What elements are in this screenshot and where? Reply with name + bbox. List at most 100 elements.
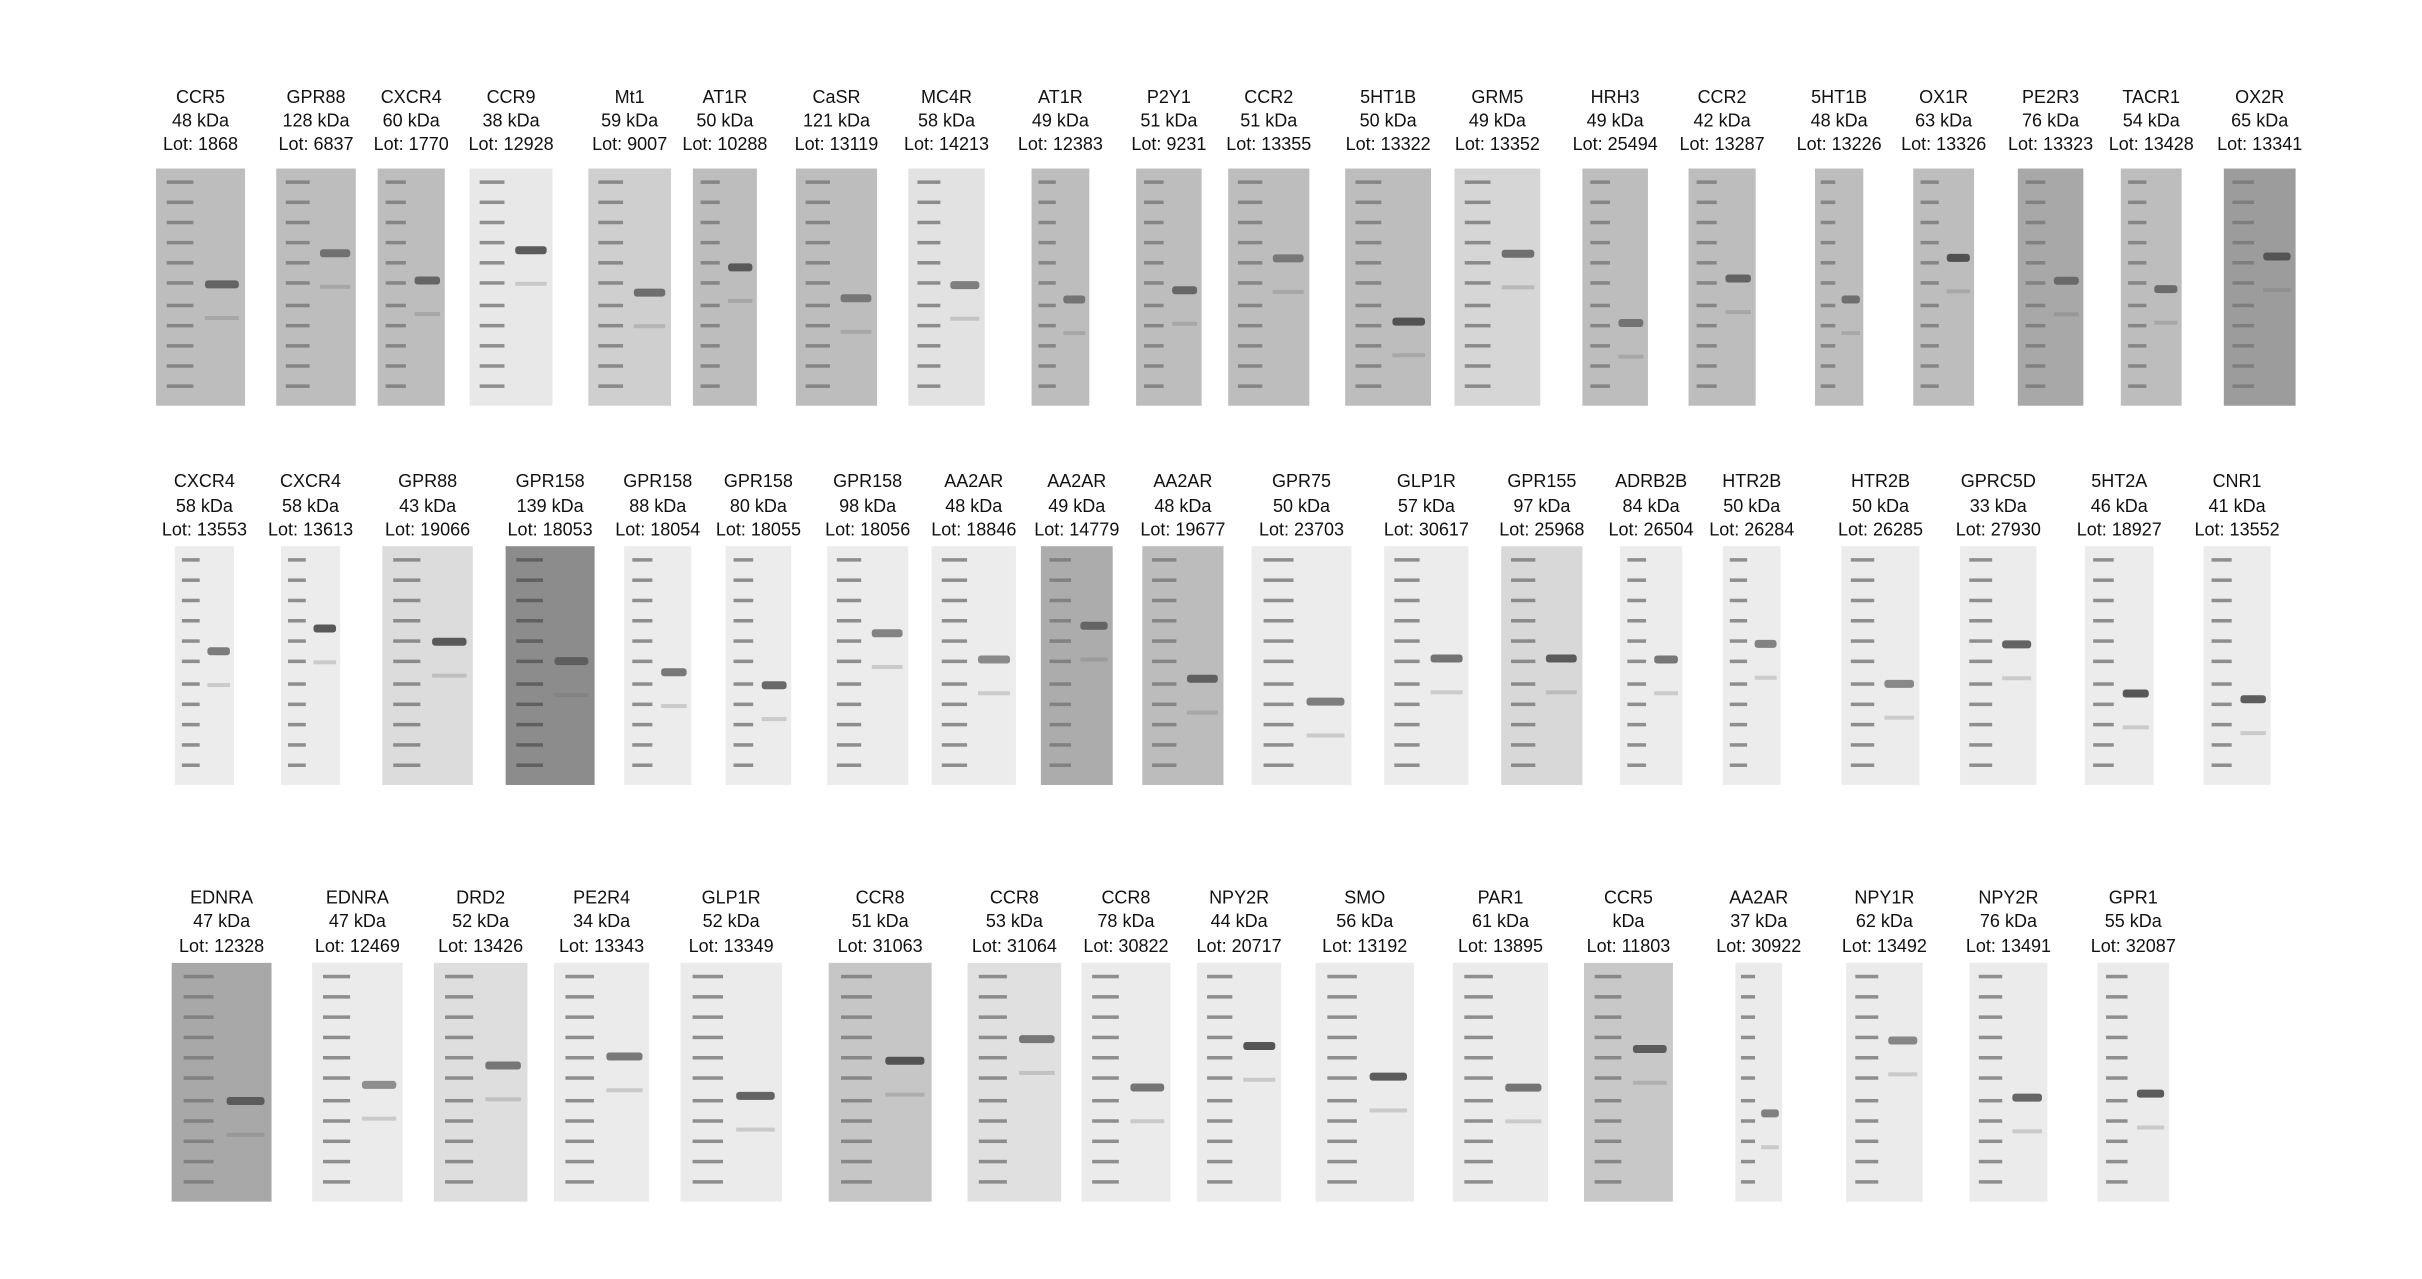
ladder-band [1969, 743, 1993, 747]
panel-label-lot: Lot: 9007 [592, 134, 667, 154]
ladder-band [2232, 344, 2254, 348]
ladder-band [941, 722, 968, 727]
ladder-band [1152, 578, 1177, 582]
ladder-band [1920, 200, 1939, 205]
panel-label-name: DRD2 [456, 888, 505, 908]
sample-band [1632, 1044, 1667, 1053]
gel-image [1452, 962, 1549, 1202]
ladder-band [166, 384, 194, 388]
ladder-band [1092, 1076, 1119, 1080]
ladder-band [1464, 1119, 1493, 1123]
ladder-band [479, 364, 505, 368]
ladder-band [836, 722, 862, 727]
ladder-band [479, 240, 505, 245]
ladder-band [285, 384, 310, 388]
panel-label-lot: Lot: 13613 [268, 519, 353, 539]
ladder-band [183, 1119, 214, 1123]
ladder-band [2025, 281, 2046, 285]
gel-image [1846, 962, 1923, 1202]
sample-band-faint [204, 315, 239, 320]
ladder-band [1464, 200, 1491, 205]
sample-band-faint [1186, 710, 1218, 715]
ladder-band [322, 1180, 351, 1184]
ladder-band [2025, 220, 2046, 225]
ladder-band [836, 578, 862, 582]
gel-image [967, 962, 1062, 1202]
panel-label-lot: Lot: 13192 [1322, 936, 1407, 956]
panel-label-mass: 57 kDa [1398, 496, 1456, 516]
sample-band [1172, 286, 1198, 295]
ladder-band [632, 743, 653, 747]
sample-band [1430, 654, 1463, 663]
ladder-band [1092, 1098, 1119, 1103]
ladder-band [1627, 743, 1647, 747]
ladder-band [1740, 995, 1756, 999]
panel-label-mass: 48 kDa [945, 496, 1003, 516]
ladder-band [1594, 1076, 1622, 1080]
ladder-band [1978, 1098, 2003, 1103]
ladder-band [2093, 558, 2114, 562]
ladder-band [1049, 682, 1072, 686]
panel-label-name: SMO [1344, 888, 1385, 908]
ladder-band [1464, 384, 1491, 388]
gel-image [171, 962, 272, 1202]
ladder-band [516, 619, 543, 623]
panel-label-lot: Lot: 18927 [2077, 519, 2162, 539]
ladder-band [917, 303, 941, 308]
ladder-band [322, 1076, 351, 1080]
gel-image [433, 962, 528, 1202]
sample-band [1306, 697, 1345, 706]
panel-label-lot: Lot: 1770 [374, 134, 449, 154]
ladder-band [445, 1055, 474, 1060]
ladder-band [1038, 220, 1056, 225]
ladder-band [1143, 384, 1164, 388]
panel-label-mass: 97 kDa [1513, 496, 1571, 516]
ladder-band [445, 995, 474, 999]
ladder-band [1152, 743, 1177, 747]
ladder-band [1696, 220, 1717, 225]
sample-band [2136, 1089, 2165, 1098]
ladder-band [1092, 995, 1119, 999]
ladder-band [2093, 639, 2114, 643]
ladder-band [1511, 659, 1536, 664]
ladder-band [692, 995, 724, 999]
ladder-band [288, 659, 306, 664]
ladder-band [1152, 598, 1177, 603]
panel-label-name: CCR5 [176, 87, 225, 107]
sample-band [1618, 319, 1644, 328]
panel-label-name: GLP1R [1397, 471, 1456, 491]
ladder-band [598, 281, 624, 285]
panel-label-lot: Lot: 13349 [689, 936, 774, 956]
panel-label-mass: 43 kDa [399, 496, 457, 516]
ladder-band [166, 240, 194, 245]
ladder-band [1237, 261, 1263, 265]
ladder-band [2211, 619, 2232, 623]
ladder-band [836, 558, 862, 562]
ladder-band [978, 1035, 1007, 1040]
ladder-band [978, 1119, 1007, 1123]
ladder-band [805, 344, 830, 348]
sample-band [1888, 1036, 1918, 1045]
ladder-band [1237, 281, 1263, 285]
ladder-band [1464, 180, 1491, 184]
sample-band-faint [1654, 691, 1678, 696]
panel-label-mass: 78 kDa [1097, 911, 1155, 931]
ladder-band [479, 344, 505, 348]
ladder-band [917, 261, 941, 265]
ladder-band [1590, 261, 1610, 265]
sample-band-faint [633, 324, 666, 329]
ladder-band [1152, 659, 1177, 664]
ladder-band [917, 344, 941, 348]
ladder-band [1820, 303, 1836, 308]
ladder-band [2093, 578, 2114, 582]
ladder-band [598, 200, 624, 205]
ladder-band [1978, 1180, 2003, 1184]
ladder-band [1729, 722, 1748, 727]
panel-label-name: 5HT1B [1811, 87, 1867, 107]
ladder-band [1594, 1098, 1622, 1103]
sample-band [950, 281, 980, 290]
sample-band [1946, 253, 1970, 262]
ladder-band [1394, 682, 1420, 686]
ladder-band [941, 682, 968, 686]
